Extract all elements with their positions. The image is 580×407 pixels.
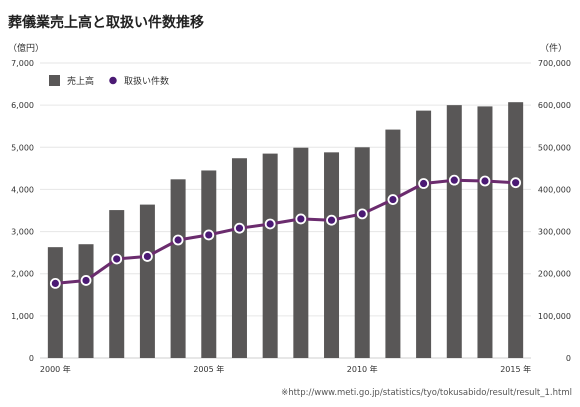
sales-bar bbox=[324, 152, 340, 358]
sales-bar bbox=[47, 247, 63, 358]
sales-bars bbox=[47, 102, 524, 359]
x-tick-label: 2015 年 bbox=[500, 364, 531, 374]
sales-bar bbox=[109, 210, 125, 358]
sales-bar bbox=[170, 179, 186, 358]
right-tick-label: 700,000 bbox=[538, 59, 571, 68]
right-tick-label: 100,000 bbox=[538, 312, 571, 321]
sales-bar bbox=[354, 147, 370, 358]
sales-bar bbox=[201, 170, 217, 358]
sales-bar bbox=[385, 129, 401, 358]
legend-cases-swatch bbox=[107, 75, 119, 86]
chart-title: 葬儀業売上高と取扱い件数推移 bbox=[8, 14, 204, 31]
right-axis-unit: （件） bbox=[540, 42, 567, 54]
x-tick-label: 2000 年 bbox=[40, 364, 71, 374]
cases-point bbox=[295, 213, 307, 225]
right-tick-label: 600,000 bbox=[538, 101, 571, 110]
cases-point bbox=[387, 194, 399, 205]
left-axis-ticks: 0 1,000 2,000 3,000 4,000 5,000 6,000 7,000 bbox=[11, 59, 34, 363]
sales-bar bbox=[508, 102, 524, 358]
right-tick-label: 400,000 bbox=[538, 185, 571, 194]
left-axis-unit: （億円） bbox=[8, 42, 44, 54]
right-axis-ticks: 0 100,000 200,000 300,000 400,000 500,000 600,… bbox=[538, 59, 571, 363]
cases-point bbox=[448, 174, 460, 186]
sales-bar bbox=[262, 153, 278, 358]
sales-bar bbox=[231, 158, 247, 358]
cases-point bbox=[479, 175, 491, 187]
left-tick-label: 4,000 bbox=[11, 185, 34, 194]
left-tick-label: 7,000 bbox=[11, 59, 34, 68]
right-tick-label: 500,000 bbox=[538, 143, 571, 152]
x-axis-ticks: 2000 年 2005 年 2010 年 2015 年 bbox=[40, 364, 531, 374]
x-tick-label: 2010 年 bbox=[347, 364, 378, 374]
cases-point bbox=[234, 222, 245, 234]
source-note: ※http://www.meti.go.jp/statistics/tyo/to… bbox=[281, 388, 572, 398]
left-tick-label: 0 bbox=[29, 354, 34, 363]
right-tick-label: 300,000 bbox=[538, 228, 571, 237]
legend: 売上高 取扱い件数 bbox=[49, 75, 169, 87]
sales-bar bbox=[78, 244, 94, 358]
cases-point bbox=[510, 177, 522, 189]
cases-point bbox=[80, 275, 92, 286]
cases-point bbox=[49, 278, 61, 289]
sales-bar bbox=[416, 110, 432, 358]
cases-point bbox=[418, 178, 429, 189]
left-tick-label: 5,000 bbox=[11, 143, 34, 152]
sales-bar bbox=[139, 204, 155, 358]
cases-point bbox=[142, 251, 153, 262]
sales-bar bbox=[477, 106, 493, 359]
cases-point bbox=[326, 214, 337, 226]
sales-bar bbox=[446, 105, 462, 359]
sales-bar bbox=[293, 147, 309, 358]
legend-sales-swatch bbox=[49, 75, 60, 86]
legend-sales-label: 売上高 bbox=[67, 75, 94, 87]
cases-line bbox=[55, 178, 516, 285]
left-tick-label: 6,000 bbox=[11, 101, 34, 110]
cases-point bbox=[356, 208, 368, 220]
cases-point bbox=[203, 229, 215, 241]
x-tick-label: 2005 年 bbox=[193, 364, 224, 374]
cases-point bbox=[172, 234, 184, 246]
left-tick-label: 3,000 bbox=[11, 228, 34, 237]
legend-cases-label: 取扱い件数 bbox=[124, 75, 169, 87]
cases-point bbox=[264, 218, 276, 230]
right-tick-label: 200,000 bbox=[538, 270, 571, 279]
right-tick-label: 0 bbox=[566, 354, 571, 363]
left-tick-label: 1,000 bbox=[11, 312, 34, 321]
cases-point bbox=[111, 253, 123, 265]
cases-line-series bbox=[49, 174, 522, 289]
left-tick-label: 2,000 bbox=[11, 270, 34, 279]
